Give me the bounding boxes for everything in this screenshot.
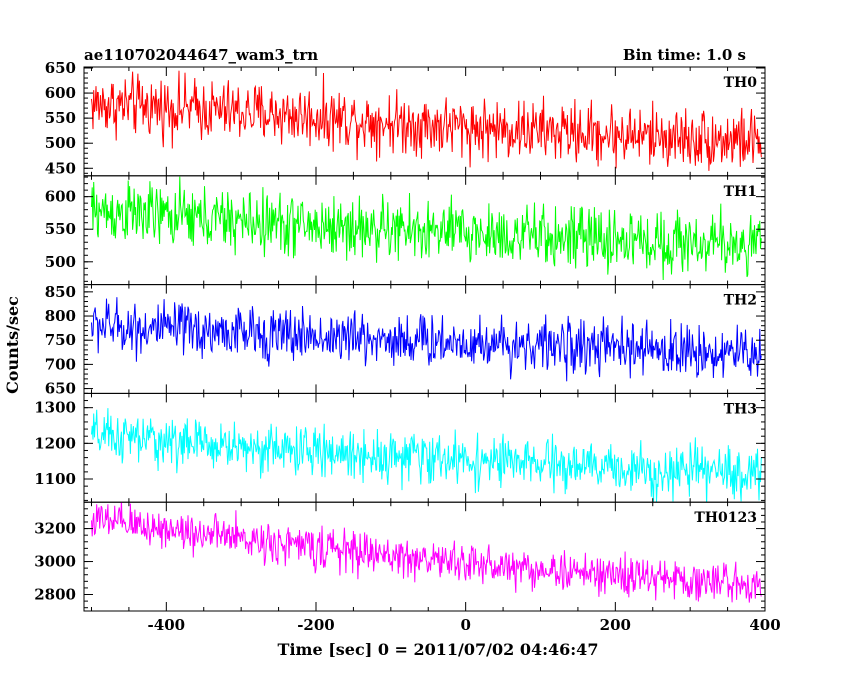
channel-label-th0: TH0: [724, 75, 758, 91]
series-line-th2: [91, 297, 762, 382]
panel-th3: 1100 1200 1300 TH3: [34, 392, 766, 503]
y-tick-label: 3200: [34, 520, 76, 538]
panels: 450 500 550 600 650 TH0 500 550 600 TH1 650 700 750 8…: [34, 59, 766, 612]
y-tick-label: 550: [45, 220, 76, 238]
channel-label-th3: TH3: [724, 401, 757, 417]
x-tick-label: 400: [749, 616, 780, 634]
y-tick-label: 450: [45, 159, 76, 177]
y-tick-label: 600: [45, 188, 76, 206]
x-tick-label: -400: [148, 616, 186, 634]
panel-th1: 500 550 600 TH1: [45, 175, 766, 286]
x-tick-label: -200: [297, 616, 335, 634]
y-tick-label: 800: [45, 307, 76, 325]
x-tick-label: 200: [600, 616, 631, 634]
y-tick-label: 850: [45, 283, 76, 301]
chart-title: ae110702044647_wam3_trn: [84, 46, 318, 64]
series-line-th0: [91, 70, 762, 171]
bin-time-label: Bin time: 1.0 s: [623, 46, 746, 64]
y-tick-label: 600: [45, 84, 76, 102]
channel-label-th2: TH2: [724, 293, 757, 309]
y-axis-label: Counts/sec: [3, 296, 22, 394]
x-axis-label: Time [sec] 0 = 2011/07/02 04:46:47: [278, 640, 599, 659]
series-line-th1: [91, 176, 762, 281]
x-tick-label: 0: [460, 616, 470, 634]
y-tick-label: 2800: [34, 586, 76, 604]
y-tick-label: 500: [45, 134, 76, 152]
y-tick-label: 700: [45, 355, 76, 373]
series-line-th3: [91, 408, 762, 503]
x-axis: -400 -200 0 200 400: [148, 616, 781, 634]
y-tick-label: 750: [45, 331, 76, 349]
y-tick-label: 550: [45, 109, 76, 127]
y-tick-label: 1100: [34, 470, 76, 488]
channel-label-th0123: TH0123: [694, 510, 757, 526]
y-tick-label: 650: [45, 59, 76, 77]
y-tick-label: 500: [45, 253, 76, 271]
y-tick-label: 650: [45, 380, 76, 398]
channel-label-th1: TH1: [724, 184, 757, 200]
y-tick-label: 1300: [34, 399, 76, 417]
panel-th2: 650 700 750 800 850 TH2: [45, 283, 766, 398]
panel-frame: [83, 501, 766, 612]
y-tick-label: 1200: [34, 434, 76, 452]
panel-th0: 450 500 550 600 650 TH0: [45, 59, 766, 177]
y-tick-label: 3000: [34, 553, 76, 571]
series-line-th0123: [91, 502, 762, 603]
panel-th0123: 2800 3000 3200 TH0123: [34, 501, 766, 612]
